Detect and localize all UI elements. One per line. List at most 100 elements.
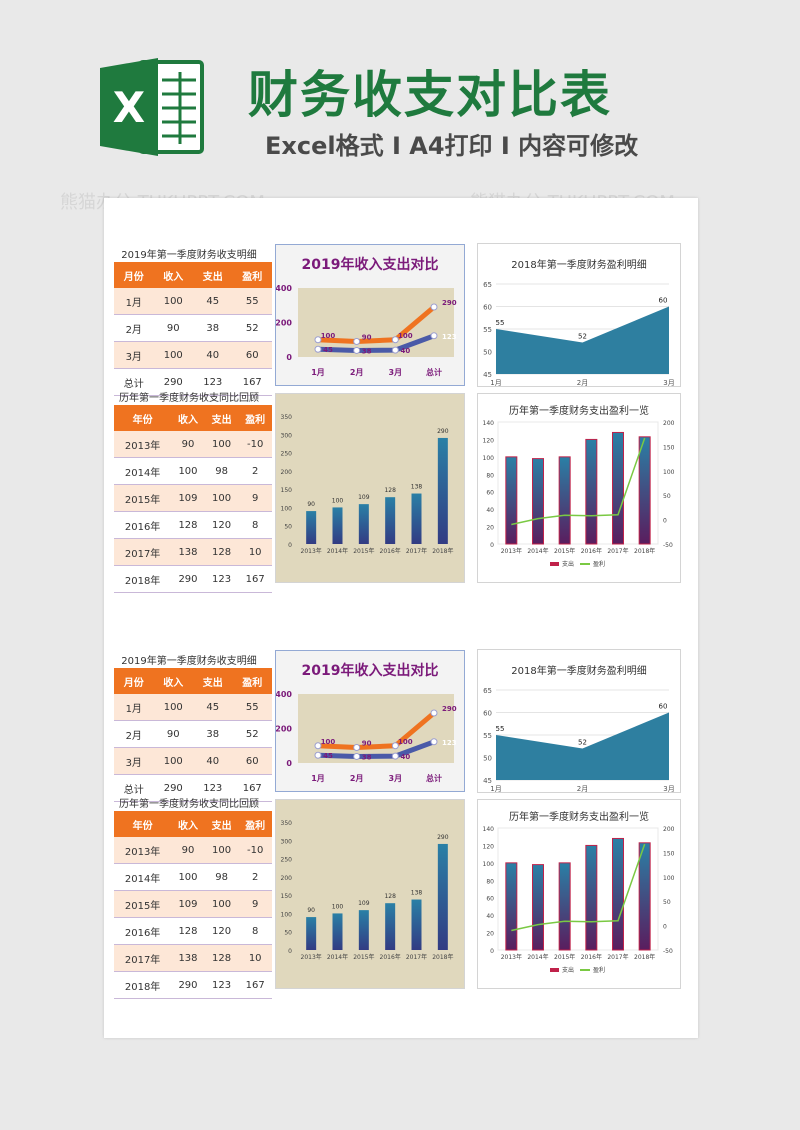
legend-label: 盈利 (593, 560, 605, 568)
table-cell: 2016年 (114, 917, 172, 945)
data-label: 100 (321, 738, 336, 746)
table-row: 2018年 290 123 167 (114, 971, 272, 999)
x-tick-label: 2017年 (406, 953, 427, 961)
chart-title: 2019年收入支出对比 (301, 257, 439, 273)
table-row: 2016年 128 120 8 (114, 511, 272, 539)
table-cell: 2017年 (114, 538, 172, 566)
data-point (391, 752, 399, 760)
table-cell: 2015年 (114, 890, 172, 918)
y-tick-label: 50 (284, 930, 292, 937)
data-point (391, 336, 399, 344)
x-tick-label: 2013年 (501, 547, 522, 555)
y2-tick-label: 100 (663, 469, 675, 476)
y2-tick-label: 100 (663, 875, 675, 882)
sheet: 2019年第一季度财务收支明细 月份 收入 支出 盈利 1月 100 45 55 2月 90 38 52… (104, 198, 698, 1038)
table-cell: 55 (232, 694, 272, 721)
legend-label: 支出 (562, 560, 574, 568)
table-cell: 128 (171, 917, 205, 945)
plot-area (497, 827, 659, 951)
chart-title: 历年第一季度财务支出盈利一览 (509, 812, 649, 823)
banner: X 财务收支对比表 Excel格式 Ⅰ A4打印 Ⅰ 内容可修改 熊猫办公 TU… (0, 0, 800, 213)
table-cell: 123 (193, 774, 233, 802)
table-cell: 2月 (114, 720, 154, 748)
y2-tick-label: 50 (663, 899, 671, 906)
table-cell: 123 (204, 565, 239, 593)
bar (585, 438, 598, 545)
bar (558, 862, 571, 951)
x-tick-label: 2016年 (380, 953, 401, 961)
table-header-cell: 收入 (153, 262, 193, 288)
y-tick-label: 55 (483, 326, 492, 334)
data-table: 月份 收入 支出 盈利 1月 100 45 55 2月 90 38 52 3月 100 40 60 总计 290 1… (114, 668, 272, 802)
x-tick-label: 2月 (350, 774, 364, 783)
table-cell: 90 (153, 720, 193, 748)
table-cell: 123 (204, 971, 239, 999)
chart-panel: 2018年第一季度财务盈利明细 45 50 55 60 65 55 52 60 1月 2月 3月 (477, 649, 681, 793)
bar (585, 844, 598, 951)
data-label: 290 (437, 834, 449, 841)
y-tick-label: 140 (483, 420, 495, 427)
table-cell: 290 (171, 971, 205, 999)
x-tick-label: 总计 (426, 773, 442, 783)
data-label: 52 (578, 333, 587, 341)
data-label: 52 (578, 739, 587, 747)
chart-panel: 2019年收入支出对比 0 200 400 1月 2月 3月 总计 100 90 100 290 45 3… (275, 650, 465, 792)
x-tick-label: 2018年 (634, 953, 655, 961)
table-cell: 45 (193, 288, 233, 315)
svg-text:X: X (113, 83, 145, 132)
table-cell: 2018年 (114, 971, 172, 999)
data-label: 100 (332, 903, 344, 910)
chart-panel: 历年第一季度财务支出盈利一览 0 20 40 60 80 100 120 140 -50 0 50 10… (477, 393, 681, 583)
y2-tick-label: 50 (663, 493, 671, 500)
y2-tick-label: 150 (663, 850, 675, 857)
table-cell: 167 (238, 971, 272, 999)
x-tick-label: 2017年 (607, 547, 628, 555)
table-cell: 38 (193, 720, 233, 748)
x-tick-label: 2014年 (527, 547, 548, 555)
bar (411, 899, 422, 950)
bar (505, 456, 518, 545)
data-point (353, 346, 361, 354)
chart-title: 历年第一季度财务支出盈利一览 (509, 406, 649, 417)
x-tick-label: 2018年 (432, 953, 453, 961)
table-header-cell: 收入 (171, 405, 205, 431)
table-cell: 90 (153, 314, 193, 342)
table-row: 2018年 290 123 167 (114, 565, 272, 593)
table-header-cell: 收入 (153, 668, 193, 694)
table-cell: 1月 (114, 288, 154, 315)
table-header-row: 月份 收入 支出 盈利 (114, 262, 272, 288)
y-tick-label: 200 (276, 725, 292, 734)
table-row: 2015年 109 100 9 (114, 484, 272, 512)
bar (612, 837, 624, 951)
table-header-cell: 支出 (204, 811, 239, 837)
table-cell: 120 (204, 511, 239, 539)
y-tick-label: 140 (483, 826, 495, 833)
y2-tick-label: 0 (663, 924, 667, 931)
table-cell: 2014年 (114, 863, 172, 891)
bar (358, 910, 369, 950)
series-line (317, 305, 436, 344)
table-cell: 10 (238, 538, 272, 566)
y2-tick-label: -50 (663, 948, 673, 955)
y-tick-label: 0 (490, 542, 494, 549)
table-cell: 10 (238, 944, 272, 972)
report-block: 2019年第一季度财务收支明细 月份 收入 支出 盈利 1月 100 45 55 2月 90 38 52… (104, 644, 698, 1054)
x-tick-label: 1月 (490, 379, 501, 386)
y-tick-label: 0 (288, 948, 292, 955)
table-cell: 2014年 (114, 457, 172, 485)
x-tick-label: 2016年 (380, 547, 401, 555)
table-cell: 98 (204, 457, 239, 485)
y-tick-label: 100 (281, 505, 293, 512)
y2-tick-label: 0 (663, 518, 667, 525)
data-label: 90 (307, 501, 315, 508)
data-label: 90 (362, 333, 372, 341)
table-cell: 38 (193, 314, 233, 342)
y-tick-label: 250 (281, 857, 293, 864)
data-point (430, 738, 438, 746)
table-cell: 9 (238, 484, 272, 512)
data-label: 40 (400, 753, 410, 761)
data-table: 月份 收入 支出 盈利 1月 100 45 55 2月 90 38 52 3月 100 40 60 总计 290 1… (114, 262, 272, 396)
y2-tick-label: 150 (663, 444, 675, 451)
y-tick-label: 60 (486, 896, 494, 903)
y-tick-label: 40 (486, 913, 494, 920)
